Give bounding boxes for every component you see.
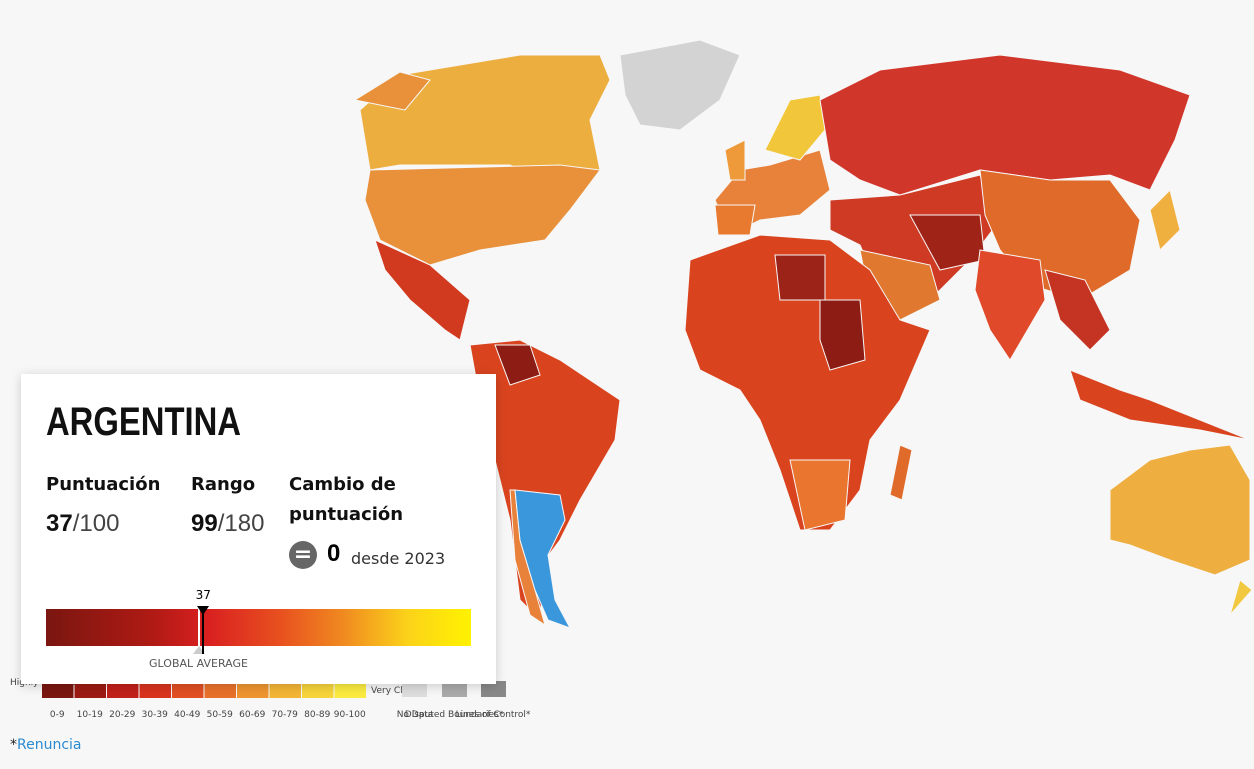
country [353, 71, 431, 111]
score-label: Puntuación [46, 474, 161, 495]
legend-swatch [302, 683, 334, 698]
country [774, 254, 826, 301]
country [974, 249, 1046, 361]
score-value: 37 [46, 510, 73, 537]
legend-swatch [237, 683, 269, 698]
legend-loc: Lines of Control* [456, 710, 531, 720]
country [1044, 269, 1111, 351]
average-line [198, 609, 200, 646]
legend-range: 50-59 [207, 710, 233, 720]
average-triangle [193, 646, 205, 654]
country [764, 94, 826, 161]
country [714, 204, 756, 236]
score-max: /100 [72, 510, 120, 537]
rank-label: Rango [191, 474, 256, 495]
legend-range: 30-39 [142, 710, 168, 720]
country [1229, 579, 1253, 616]
no-data-swatch [402, 681, 427, 697]
country [1069, 369, 1251, 441]
footnote: *Renuncia [10, 737, 82, 753]
legend-high: Very Clean [371, 686, 419, 696]
country [1149, 189, 1181, 251]
country [619, 39, 741, 131]
country [889, 444, 913, 501]
country [789, 459, 851, 531]
equal-icon: = [289, 541, 317, 569]
country [819, 299, 866, 371]
legend-range: 70-79 [272, 710, 298, 720]
legend-swatch [42, 683, 74, 698]
score-marker-label: 37 [195, 588, 211, 602]
country [494, 344, 541, 386]
legend-range: 20-29 [109, 710, 135, 720]
rank: 99/180 [191, 510, 264, 538]
legend-range: 40-49 [174, 710, 200, 720]
legend-swatch [74, 683, 106, 698]
country [684, 234, 931, 531]
legend-range: 80-89 [304, 710, 330, 720]
legend-swatch [269, 683, 301, 698]
legend-range: 60-69 [239, 710, 265, 720]
change-since: desde 2023 [351, 549, 446, 568]
score: 37/100 [46, 510, 119, 538]
legend-swatch [172, 683, 204, 698]
country [374, 239, 471, 341]
legend-swatch [334, 683, 366, 698]
legend-no-data: No Data [397, 710, 434, 720]
country-card: ARGENTINA Puntuación 37/100 Rango 99/180… [21, 374, 496, 684]
rank-value: 99 [191, 510, 218, 537]
score-marker [202, 607, 205, 654]
rank-max: /180 [217, 510, 265, 537]
country [364, 164, 601, 266]
legend-range: 0-9 [50, 710, 65, 720]
legend-range: 90-100 [334, 710, 366, 720]
country-name: ARGENTINA [46, 400, 241, 444]
legend-swatch [139, 683, 171, 698]
average-label: GLOBAL AVERAGE [149, 657, 248, 670]
change-label: Cambio de puntuación [289, 474, 404, 525]
country [819, 54, 1191, 196]
legend-swatch [204, 683, 236, 698]
change-value: 0 [327, 540, 341, 567]
legend-range: 10-19 [77, 710, 103, 720]
country-selected[interactable] [514, 489, 572, 629]
legend-disputed: Disputed Boundaries* [405, 710, 504, 720]
footnote-mark: * [10, 737, 17, 753]
disputed-swatch [442, 681, 467, 697]
country [469, 339, 621, 622]
disclaimer-link[interactable]: Renuncia [17, 737, 82, 753]
country [724, 139, 746, 181]
score-marker-head [197, 606, 210, 615]
legend: Highly Corrupt Very Clean No Data Disput… [10, 678, 531, 720]
loc-swatch [481, 681, 506, 697]
score-bar: 37 [46, 588, 471, 654]
legend-swatch [107, 683, 139, 698]
country [1109, 444, 1251, 576]
